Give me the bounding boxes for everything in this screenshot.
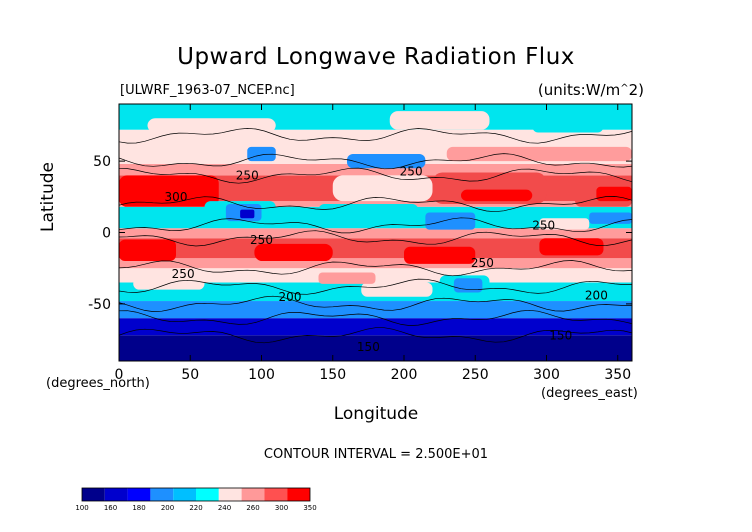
colorbar-label: 300 (275, 504, 288, 512)
x-tick-label: 350 (604, 367, 631, 383)
contour-label: 250 (532, 219, 555, 233)
contour-label: 250 (172, 267, 195, 281)
field-patch (254, 243, 333, 262)
dataset-label: [ULWRF_1963-07_NCEP.nc] (120, 83, 295, 98)
colorbar-label: 260 (246, 504, 259, 512)
colorbar-swatch (173, 488, 196, 501)
contour-interval-label: CONTOUR INTERVAL = 2.500E+01 (263, 447, 489, 462)
latitude-band (119, 163, 632, 176)
field-patch (147, 118, 276, 133)
x-tick-label: 250 (462, 367, 489, 383)
field-patch (133, 278, 205, 290)
contour-line (119, 217, 632, 234)
contour-line (119, 128, 632, 144)
field-patch (318, 203, 419, 222)
colorbar-swatch (104, 488, 128, 501)
contour-label: 250 (400, 164, 423, 178)
latitude-band (119, 268, 632, 283)
contour-label: 300 (165, 190, 188, 204)
latitude-band (119, 228, 632, 239)
x-tick-label: 150 (319, 367, 346, 383)
field-patch (119, 239, 176, 262)
field-patch (332, 175, 433, 202)
colorbar-swatch (82, 488, 105, 501)
contour-line (119, 295, 632, 312)
x-tick-label: 50 (181, 367, 199, 383)
contour-line (119, 196, 632, 213)
x-tick-label: 200 (391, 367, 418, 383)
colorbar-swatch (264, 488, 288, 501)
contour-labels: 300 250 250 250 250 250 250 200 200 150 150 (165, 164, 608, 354)
y-tick-label: -50 (88, 297, 111, 313)
field-patch (240, 209, 255, 219)
y-tick-label: 50 (93, 154, 111, 170)
x-tick-label: 100 (248, 367, 275, 383)
axes: 0 50 100 150 200 250 300 350 50 0 -50 (88, 104, 632, 383)
contour-label: 150 (549, 329, 572, 343)
x-axis-label: Longitude (333, 404, 419, 424)
field-patch (119, 175, 219, 207)
x-axis-unit-label: (degrees_east) (541, 386, 638, 401)
field-patch (404, 246, 476, 264)
y-axis-unit-label: (degrees_north) (46, 376, 150, 391)
field-patch (247, 146, 276, 162)
latitude-band (119, 238, 632, 259)
contour-label: 250 (250, 233, 273, 247)
contour-label: 250 (236, 169, 259, 183)
field-patch (539, 238, 604, 256)
colorbar-label: 240 (218, 504, 231, 512)
latitude-band (119, 301, 632, 319)
field-patch (119, 349, 632, 361)
x-tick-label: 300 (533, 367, 560, 383)
field-patch (446, 146, 632, 162)
radiation-field (119, 104, 632, 361)
colorbar-label: 200 (161, 504, 174, 512)
colorbar-label: 220 (189, 504, 202, 512)
colorbar-swatch (241, 488, 265, 501)
contour-lines (119, 128, 632, 344)
colorbar-frame (81, 487, 311, 502)
colorbar-label: 180 (132, 504, 145, 512)
y-tick-label: 0 (102, 226, 111, 242)
colorbar-swatch (127, 488, 151, 501)
chart-title: Upward Longwave Radiation Flux (177, 44, 575, 70)
colorbar-swatch (150, 488, 174, 501)
contour-line (119, 278, 632, 295)
contour-label: 200 (279, 290, 302, 304)
field-patch (425, 212, 476, 230)
field-patch (589, 212, 632, 224)
contour-label: 200 (585, 289, 608, 303)
field-patch (461, 189, 533, 202)
contour-line (119, 309, 632, 326)
latitude-band (119, 258, 632, 269)
colorbar-swatch (218, 488, 242, 501)
colorbar-swatch (196, 488, 219, 501)
colorbar-label: 350 (303, 504, 316, 512)
field-patch (489, 212, 547, 224)
contour-line (119, 167, 632, 184)
field-patch (318, 272, 376, 284)
field-patch (532, 118, 604, 133)
field-patch (361, 282, 433, 297)
field-patch (453, 278, 483, 293)
contour-label: 250 (471, 256, 494, 270)
contour-line (119, 260, 632, 277)
contour-line (119, 230, 632, 247)
colorbar-swatch (287, 488, 310, 501)
colorbar-label: 160 (104, 504, 117, 512)
contour-line (119, 327, 632, 344)
latitude-band (119, 201, 632, 207)
colorbar: 100 160 180 200 220 240 260 300 350 (75, 487, 317, 512)
units-label: (units:W/m^2) (537, 81, 644, 99)
colorbar-label: 100 (75, 504, 88, 512)
field-patch (539, 218, 590, 230)
x-tick-label: 0 (115, 367, 124, 383)
contour-line (119, 153, 632, 170)
latitude-band (119, 318, 632, 336)
contour-label: 150 (357, 340, 380, 354)
field-patch (389, 111, 490, 130)
